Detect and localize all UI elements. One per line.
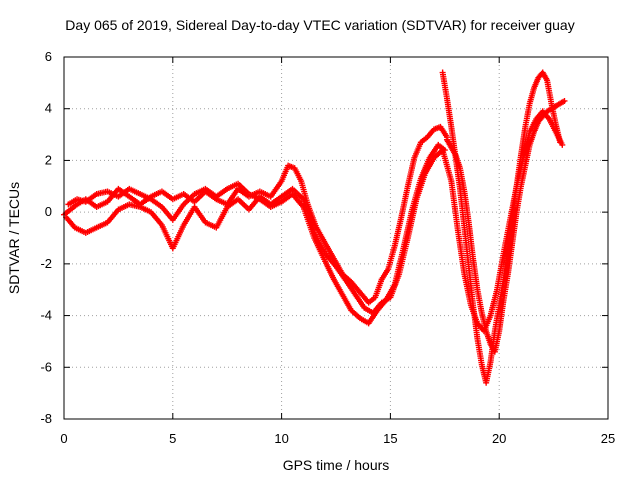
- x-tick-label: 0: [60, 431, 67, 446]
- y-axis-label: SDTVAR / TECUs: [6, 181, 22, 295]
- x-tick-label: 5: [169, 431, 176, 446]
- grid-lines: [64, 57, 608, 419]
- data-point: [557, 139, 564, 146]
- x-tick-label: 25: [601, 431, 615, 446]
- axes: 0 5 10 15 20 25 -8 -6 -4 -2 0 2 4 6: [40, 49, 615, 446]
- plot-border: [63, 56, 609, 420]
- data-point: [441, 147, 448, 154]
- y-tick-label: 0: [45, 204, 52, 219]
- x-axis-label: GPS time / hours: [282, 457, 390, 473]
- y-tick-label: -2: [40, 256, 52, 271]
- y-tick-label: -6: [40, 359, 52, 374]
- y-tick-label: 6: [45, 49, 52, 64]
- x-tick-label: 10: [274, 431, 288, 446]
- y-tick-label: -8: [40, 411, 52, 426]
- chart-title: Day 065 of 2019, Sidereal Day-to-day VTE…: [65, 17, 575, 33]
- y-tick-label: 4: [45, 101, 52, 116]
- y-tick-label: -4: [40, 308, 52, 323]
- data-points: [61, 69, 568, 386]
- data-point: [561, 97, 568, 104]
- x-tick-label: 20: [492, 431, 506, 446]
- y-tick-label: 2: [45, 152, 52, 167]
- x-tick-label: 15: [383, 431, 397, 446]
